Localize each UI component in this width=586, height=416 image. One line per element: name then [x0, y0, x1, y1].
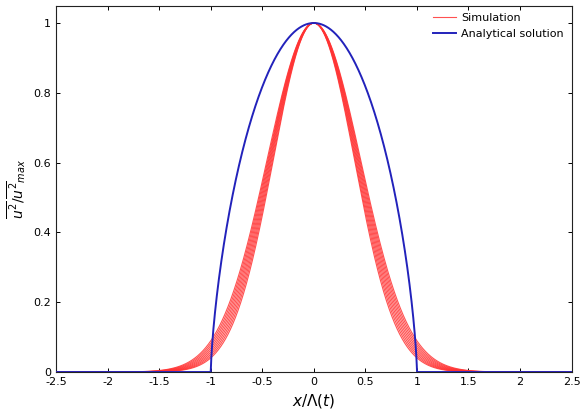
Simulation	[142, 369, 149, 374]
Simulation	[503, 369, 510, 374]
Simulation	[568, 369, 575, 374]
Analytical solution	[250, 109, 257, 114]
Y-axis label: $\overline{u^2}/\overline{u^2}_{max}$: $\overline{u^2}/\overline{u^2}_{max}$	[5, 159, 28, 219]
Simulation	[272, 142, 280, 147]
X-axis label: $x/\Lambda(t)$: $x/\Lambda(t)$	[292, 392, 336, 411]
Simulation	[250, 252, 257, 257]
Analytical solution	[272, 54, 280, 59]
Simulation	[310, 20, 317, 25]
Line: Simulation: Simulation	[56, 23, 571, 372]
Analytical solution	[558, 369, 565, 374]
Analytical solution	[503, 369, 510, 374]
Analytical solution	[310, 20, 317, 25]
Simulation	[558, 369, 565, 374]
Analytical solution	[111, 369, 118, 374]
Legend: Simulation, Analytical solution: Simulation, Analytical solution	[429, 9, 568, 43]
Analytical solution	[53, 369, 60, 374]
Simulation	[111, 369, 118, 374]
Analytical solution	[142, 369, 149, 374]
Simulation	[53, 369, 60, 374]
Analytical solution	[568, 369, 575, 374]
Line: Analytical solution: Analytical solution	[56, 23, 571, 372]
